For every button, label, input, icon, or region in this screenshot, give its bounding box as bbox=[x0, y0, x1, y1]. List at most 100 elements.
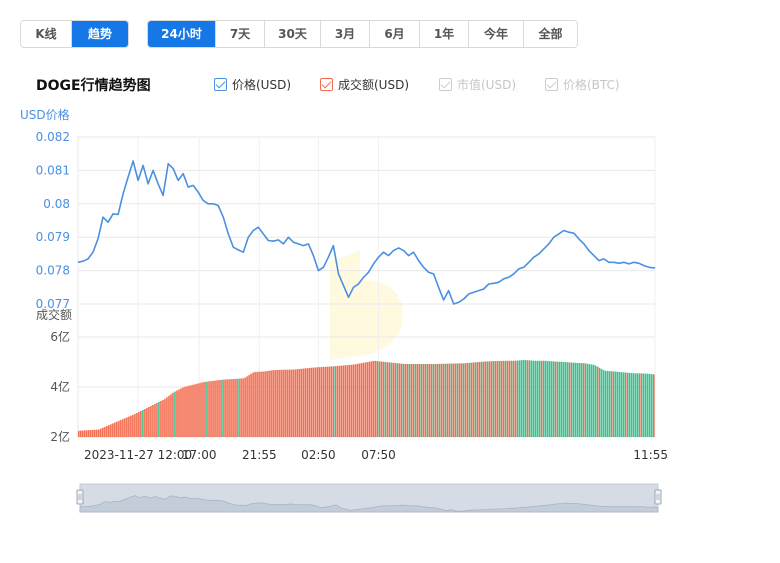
volume-bar bbox=[402, 363, 405, 437]
volume-bar bbox=[138, 412, 140, 437]
volume-bar bbox=[342, 365, 345, 437]
volume-bar bbox=[262, 371, 264, 437]
volume-bar bbox=[128, 416, 130, 437]
volume-bar bbox=[622, 372, 625, 437]
volume-bar bbox=[378, 361, 381, 437]
time-range-tab[interactable]: 1年 bbox=[420, 21, 469, 47]
volume-bar bbox=[376, 361, 379, 437]
volume-bar bbox=[166, 397, 168, 437]
volume-tick-label: 4亿 bbox=[50, 379, 70, 394]
volume-bar bbox=[246, 376, 248, 437]
volume-bar bbox=[416, 364, 419, 437]
volume-bar bbox=[310, 367, 313, 437]
chart-type-tab[interactable]: K线 bbox=[21, 21, 72, 47]
volume-bar bbox=[142, 410, 144, 437]
volume-bar bbox=[414, 364, 417, 437]
time-range-tab[interactable]: 7天 bbox=[216, 21, 265, 47]
legend-label: 成交额(USD) bbox=[338, 78, 410, 92]
volume-bar bbox=[458, 363, 461, 437]
volume-bar bbox=[234, 378, 236, 437]
volume-bar bbox=[614, 371, 617, 437]
legend-volume-usd[interactable]: 成交额(USD) bbox=[320, 76, 409, 93]
volume-bar bbox=[500, 360, 503, 437]
volume-bar bbox=[328, 366, 331, 437]
volume-bar bbox=[570, 362, 573, 437]
volume-bar bbox=[162, 400, 164, 437]
legend-label: 市值(USD) bbox=[457, 78, 517, 92]
volume-bar bbox=[230, 379, 232, 437]
volume-bar bbox=[554, 361, 557, 437]
volume-bar bbox=[560, 361, 563, 437]
volume-bar bbox=[380, 361, 383, 437]
checkbox-icon[interactable] bbox=[545, 78, 558, 91]
volume-bar bbox=[94, 429, 96, 437]
price-tick-label: 0.08 bbox=[43, 197, 70, 211]
navigator-handle[interactable] bbox=[76, 489, 84, 505]
volume-bar bbox=[270, 370, 272, 437]
volume-bar bbox=[320, 367, 323, 437]
legend-marketcap-usd[interactable]: 市值(USD) bbox=[439, 76, 516, 93]
volume-bar bbox=[302, 368, 304, 437]
volume-bar bbox=[132, 414, 134, 437]
volume-bar bbox=[444, 363, 447, 437]
volume-bar bbox=[130, 415, 132, 437]
checkbox-icon[interactable] bbox=[320, 78, 333, 91]
volume-bar bbox=[534, 360, 537, 437]
volume-bar bbox=[650, 374, 653, 437]
volume-bar bbox=[512, 360, 515, 437]
volume-bar bbox=[144, 409, 146, 437]
volume-bar bbox=[524, 360, 527, 437]
volume-bar bbox=[536, 360, 539, 437]
volume-bar bbox=[368, 361, 371, 437]
volume-bar bbox=[252, 372, 254, 437]
volume-bar bbox=[152, 405, 154, 437]
volume-bar bbox=[214, 380, 216, 437]
volume-bar bbox=[158, 402, 160, 437]
range-navigator[interactable] bbox=[76, 483, 662, 513]
time-range-tab[interactable]: 今年 bbox=[469, 21, 524, 47]
volume-bar bbox=[146, 408, 148, 437]
checkbox-icon[interactable] bbox=[439, 78, 452, 91]
volume-bar bbox=[114, 422, 116, 437]
legend-price-btc[interactable]: 价格(BTC) bbox=[545, 76, 620, 93]
time-range-tab[interactable]: 全部 bbox=[524, 21, 577, 47]
volume-bar bbox=[178, 389, 180, 437]
volume-bar bbox=[632, 373, 635, 437]
volume-bar bbox=[596, 366, 599, 437]
chart-type-tabs: K线 趋势 bbox=[20, 20, 129, 48]
volume-bar bbox=[352, 364, 355, 437]
volume-bar bbox=[336, 365, 339, 437]
time-range-tab[interactable]: 30天 bbox=[265, 21, 321, 47]
volume-bar bbox=[98, 429, 100, 437]
volume-bar bbox=[408, 364, 411, 437]
volume-bar bbox=[644, 373, 647, 437]
volume-bar bbox=[254, 371, 256, 437]
volume-axis-title: 成交额 bbox=[36, 307, 72, 322]
volume-bar bbox=[206, 381, 208, 437]
time-range-tab[interactable]: 6月 bbox=[370, 21, 420, 47]
time-range-tab[interactable]: 24小时 bbox=[148, 21, 216, 47]
volume-bar bbox=[170, 394, 172, 437]
volume-bar bbox=[598, 367, 601, 437]
volume-bar bbox=[494, 361, 497, 437]
time-range-tab[interactable]: 3月 bbox=[321, 21, 370, 47]
legend-price-usd[interactable]: 价格(USD) bbox=[214, 76, 291, 93]
volume-bar bbox=[612, 371, 615, 437]
volume-bar bbox=[148, 407, 150, 437]
volume-bar bbox=[354, 364, 357, 437]
volume-bar bbox=[150, 406, 152, 437]
volume-bar bbox=[186, 386, 188, 437]
navigator-series bbox=[79, 495, 659, 513]
volume-bar bbox=[456, 363, 459, 437]
volume-bar bbox=[226, 379, 228, 437]
volume-bar bbox=[126, 417, 128, 437]
checkbox-icon[interactable] bbox=[214, 78, 227, 91]
volume-bar bbox=[516, 360, 519, 437]
volume-bar bbox=[498, 360, 501, 437]
volume-tick-label: 2亿 bbox=[50, 429, 70, 444]
navigator-handle[interactable] bbox=[654, 489, 662, 505]
volume-bar bbox=[578, 363, 581, 437]
volume-bar bbox=[526, 360, 529, 437]
chart-type-tab[interactable]: 趋势 bbox=[72, 21, 128, 47]
